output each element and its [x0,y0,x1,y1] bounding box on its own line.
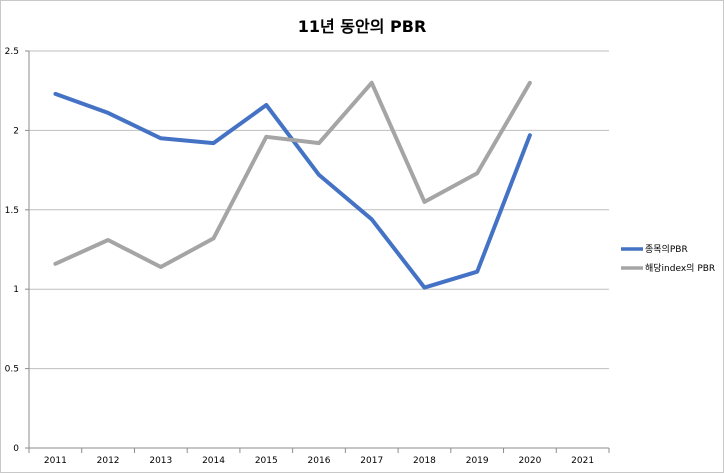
x-tick-label: 2019 [466,456,489,466]
x-tick-label: 2018 [413,456,436,466]
y-tick-label: 0 [13,444,19,454]
y-tick-label: 2 [13,126,19,136]
series-line-stock-pbr [53,91,532,290]
y-tick-label: 2.5 [5,47,19,57]
x-tick-label: 2016 [308,456,331,466]
x-tick-label: 2015 [255,456,278,466]
x-tick-label: 2011 [44,456,67,466]
legend-label: 종목의PBR [645,244,688,255]
y-tick-label: 1 [13,285,19,295]
series-line-index-pbr [53,80,532,269]
chart-title: 11년 동안의 PBR [297,17,427,36]
x-tick-label: 2012 [97,456,120,466]
x-tick-label: 2020 [518,456,541,466]
x-tick-label: 2014 [202,456,225,466]
x-tick-label: 2013 [149,456,172,466]
legend-label: 해당index의 PBR [645,263,715,274]
x-tick-label: 2017 [360,456,383,466]
y-tick-label: 1.5 [5,206,19,216]
x-tick-label: 2021 [571,456,594,466]
y-tick-label: 0.5 [5,365,19,375]
